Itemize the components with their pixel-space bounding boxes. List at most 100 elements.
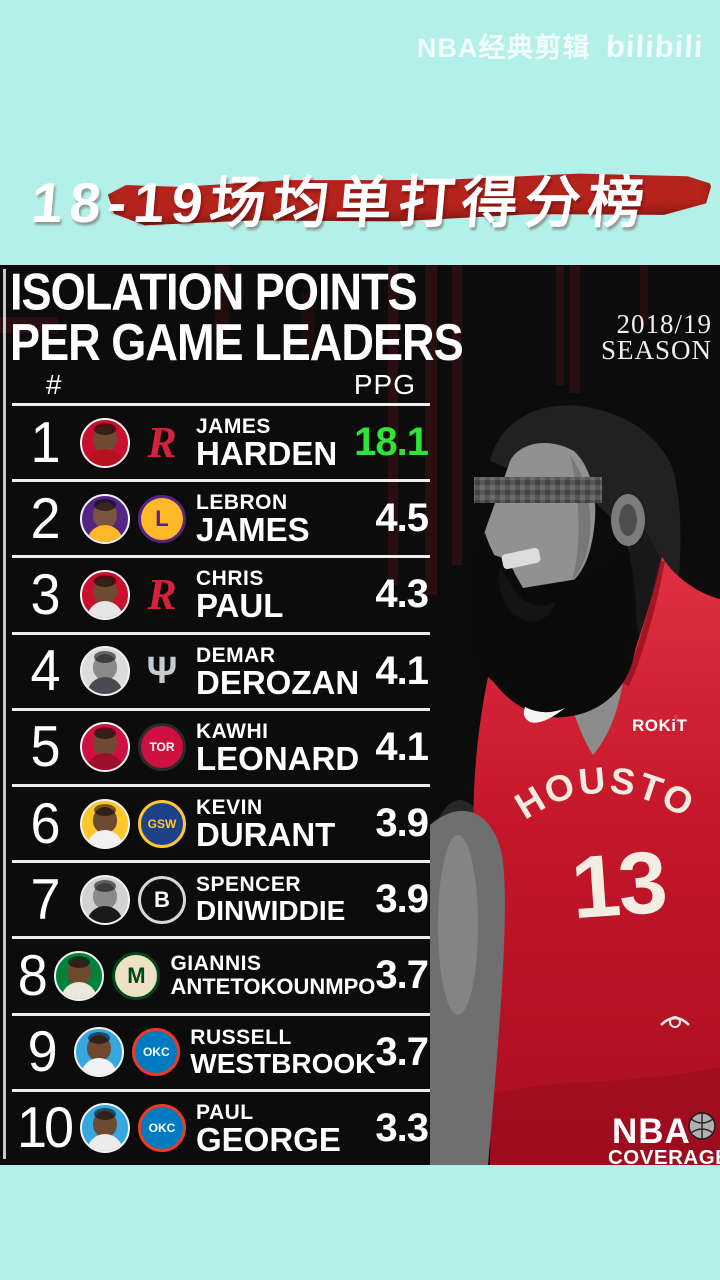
player-name: RUSSELL WESTBROOK	[190, 1026, 375, 1078]
nike-swoosh-icon	[523, 707, 565, 723]
ppg-value: 4.1	[375, 648, 429, 693]
table-row: 3 R CHRIS PAUL 4.3	[12, 555, 430, 631]
arm-highlight	[438, 835, 478, 1015]
player-last-name: JAMES	[196, 511, 310, 549]
bg-pattern-bar	[452, 265, 462, 565]
player-face	[87, 1032, 112, 1062]
bg-pattern-bar	[556, 265, 564, 385]
rank-label: 10	[16, 1096, 74, 1161]
player-headshot	[80, 646, 130, 697]
player-face	[93, 803, 117, 833]
player-jersey	[87, 905, 123, 923]
team-logo-okc-thunder-icon: OKC	[138, 1104, 186, 1153]
mouth	[498, 567, 556, 621]
season-line2: SEASON	[600, 335, 712, 365]
team-logo-okc-thunder-icon: OKC	[132, 1028, 181, 1077]
nba-coverage-badge: NBA COVERAGE	[608, 1112, 720, 1165]
player-headshot	[80, 1103, 130, 1154]
brand-dot-icon	[673, 714, 679, 720]
player-face	[93, 879, 117, 909]
rank-column-header: #	[46, 369, 62, 400]
player-name: PAUL GEORGE	[196, 1100, 375, 1158]
player-first-name: KAWHI	[196, 719, 269, 743]
bg-pattern-bar	[425, 265, 437, 595]
table-row: 8 M GIANNIS ANTETOKOUNMPO 3.7	[12, 936, 430, 1012]
bilibili-logo: bilibili	[605, 29, 705, 64]
rank-label: 7	[30, 867, 60, 932]
jersey-number-label: 13	[568, 832, 669, 937]
team-logo-milwaukee-bucks-icon: M	[112, 951, 161, 1000]
ppg-value: 3.9	[375, 801, 429, 846]
player-headshot	[80, 569, 130, 620]
player-first-name: KEVIN	[196, 796, 263, 820]
player-name: JAMES HARDEN	[196, 416, 354, 471]
rank-label: 5	[30, 715, 60, 780]
player-face	[93, 574, 117, 604]
team-logo-la-lakers-icon: L	[138, 494, 186, 543]
player-first-name: DEMAR	[196, 643, 276, 667]
rank-label: 6	[30, 791, 60, 856]
player-headshot	[80, 874, 130, 925]
season-label: 2018/19 SEASON	[600, 309, 712, 365]
ppg-value: 3.7	[375, 1029, 429, 1074]
panel-left-rule	[3, 269, 6, 1159]
season-line1: 2018/19	[616, 309, 712, 339]
player-jersey	[87, 524, 123, 542]
player-name: KEVIN DURANT	[196, 796, 375, 852]
player-jersey	[81, 1058, 118, 1076]
bg-pattern-bar	[302, 293, 314, 353]
table-row: 4 Ψ DEMAR DEROZAN 4.1	[12, 631, 430, 708]
player-last-name: PAUL	[196, 587, 284, 625]
bg-pattern-bar	[0, 317, 58, 333]
player-last-name: GEORGE	[196, 1120, 341, 1158]
player-face	[93, 498, 117, 528]
table-row: 7 B SPENCER DINWIDDIE 3.9	[12, 860, 430, 936]
player-face	[67, 955, 92, 985]
leaderboard-title-line2: PER GAME LEADERS	[10, 312, 464, 372]
ppg-value: 3.3	[375, 1105, 429, 1150]
rank-label: 4	[30, 639, 60, 703]
bg-pattern-bar	[388, 265, 398, 585]
team-logo-houston-rockets-icon: R	[147, 569, 177, 619]
player-headshot	[80, 417, 130, 468]
ppg-value: 3.9	[375, 877, 429, 922]
rank-label: 2	[30, 486, 60, 551]
player-first-name: SPENCER	[196, 873, 302, 897]
beard	[470, 533, 637, 718]
player-headshot	[80, 722, 130, 773]
rank-label: 8	[17, 944, 48, 1008]
player-name: SPENCER DINWIDDIE	[196, 873, 375, 926]
player-name: LEBRON JAMES	[196, 492, 375, 549]
bg-pattern-bar	[570, 265, 580, 393]
player-first-name: CHRIS	[196, 567, 264, 591]
team-logo-houston-rockets-icon: R	[147, 417, 177, 467]
jersey-fold	[490, 1067, 720, 1165]
rank-label: 3	[30, 563, 60, 627]
channel-watermark: NBA经典剪辑	[416, 33, 591, 63]
main-title: 18-19场均单打得分榜	[0, 156, 720, 242]
jersey-seam	[623, 560, 665, 687]
player-last-name: LEONARD	[196, 739, 360, 777]
basketball-seams	[690, 1113, 714, 1139]
player-jersey	[87, 829, 123, 847]
player-name: DEMAR DEROZAN	[196, 643, 375, 701]
player-name: GIANNIS ANTETOKOUNMPO	[170, 951, 375, 999]
ppg-column-header: PPG	[353, 369, 416, 400]
leaderboard-title: ISOLATION POINTS PER GAME LEADERS	[10, 266, 464, 372]
player-last-name: DEROZAN	[196, 663, 360, 701]
badge-line2: COVERAGE	[608, 1146, 720, 1165]
player-headshot	[80, 798, 130, 849]
player-jersey	[87, 753, 123, 771]
player-headshot	[80, 493, 130, 544]
player-first-name: PAUL	[196, 1100, 254, 1124]
team-logo-toronto-raptors-icon: TOR	[138, 723, 186, 772]
player-name: CHRIS PAUL	[196, 567, 375, 625]
arm	[430, 810, 505, 1165]
player-first-name: GIANNIS	[170, 951, 262, 975]
page-title: 18-19场均单打得分榜	[28, 171, 654, 234]
team-logo-brooklyn-nets-icon: B	[138, 875, 186, 924]
player-name: KAWHI LEONARD	[196, 719, 375, 777]
table-row: 6 GSW KEVIN DURANT 3.9	[12, 783, 430, 860]
censor-bar	[474, 477, 602, 503]
rank-label: 1	[30, 410, 60, 475]
